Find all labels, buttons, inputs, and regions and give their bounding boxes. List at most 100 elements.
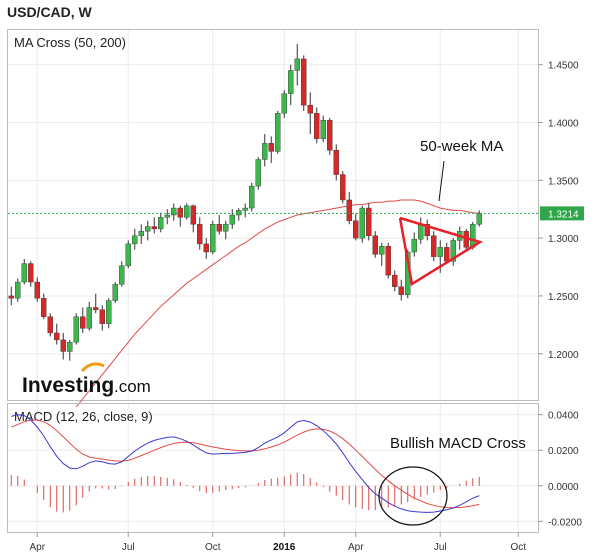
candle-body bbox=[301, 58, 307, 106]
candle-body bbox=[392, 274, 398, 287]
candle-body bbox=[242, 207, 248, 211]
candle bbox=[431, 231, 437, 262]
macd-panel-title: MACD (12, 26, close, 9) bbox=[14, 409, 153, 424]
candle bbox=[41, 293, 47, 320]
candle bbox=[281, 90, 287, 118]
candle-body bbox=[359, 207, 365, 239]
candle-body bbox=[366, 207, 372, 237]
macd-tick-label: -0.0200 bbox=[548, 517, 582, 528]
candle-body bbox=[255, 159, 261, 187]
svg-text:Investing: Investing bbox=[22, 374, 114, 397]
candle-body bbox=[398, 286, 404, 295]
candle bbox=[333, 144, 339, 181]
candle-body bbox=[450, 240, 456, 262]
svg-text:.com: .com bbox=[114, 377, 151, 396]
candle-body bbox=[210, 224, 216, 253]
candle bbox=[171, 203, 177, 221]
candle bbox=[125, 240, 131, 269]
candle-body bbox=[15, 281, 21, 299]
candle-body bbox=[60, 339, 66, 352]
candle-body bbox=[346, 199, 352, 221]
candle bbox=[15, 278, 21, 302]
candle bbox=[398, 279, 404, 301]
candle-body bbox=[418, 224, 424, 240]
candle bbox=[457, 226, 463, 250]
candle bbox=[67, 339, 73, 361]
candle-body bbox=[372, 235, 378, 255]
candle-body bbox=[80, 316, 86, 329]
candle-body bbox=[41, 298, 47, 317]
candle bbox=[353, 213, 359, 241]
candle-body bbox=[28, 263, 34, 283]
price-panel-title: MA Cross (50, 200) bbox=[14, 35, 126, 50]
price-tick-label: 1.3000 bbox=[548, 234, 579, 245]
candle-body bbox=[21, 263, 27, 283]
macd-panel-frame bbox=[7, 403, 539, 533]
candle bbox=[99, 305, 105, 331]
candle-body bbox=[151, 226, 157, 230]
time-tick-label: Oct bbox=[510, 542, 526, 553]
time-axis-ticks: Apr Jul Oct 2016 Apr Jul Oct bbox=[29, 532, 526, 553]
candle-body bbox=[67, 341, 73, 352]
macd-line bbox=[11, 414, 480, 513]
time-tick-label: Oct bbox=[205, 542, 221, 553]
candle-body bbox=[307, 104, 313, 114]
time-tick-label: Apr bbox=[29, 542, 45, 553]
candle bbox=[340, 171, 346, 204]
candle bbox=[385, 242, 391, 279]
candle-body bbox=[54, 332, 60, 341]
candle bbox=[229, 209, 235, 229]
candle-body bbox=[86, 307, 92, 329]
candle bbox=[223, 220, 229, 240]
candle bbox=[158, 212, 164, 233]
candle-body bbox=[119, 265, 125, 285]
price-panel-frame bbox=[7, 29, 539, 401]
candle bbox=[424, 219, 430, 241]
ma-50-layer bbox=[75, 199, 480, 408]
candle bbox=[164, 209, 170, 225]
price-tick-label: 1.4500 bbox=[548, 61, 579, 72]
candle-body bbox=[476, 213, 482, 225]
candle-body bbox=[444, 247, 450, 262]
macd-lines bbox=[11, 414, 480, 513]
candle bbox=[236, 208, 242, 221]
candle-body bbox=[288, 70, 294, 94]
candle-body bbox=[145, 226, 151, 232]
candle-body bbox=[327, 119, 333, 151]
candle bbox=[197, 217, 203, 250]
candle bbox=[93, 293, 99, 314]
svg-text:1.3214: 1.3214 bbox=[548, 209, 579, 220]
candle bbox=[8, 286, 14, 306]
candle bbox=[418, 217, 424, 244]
candle-body bbox=[184, 205, 190, 218]
candle-body bbox=[47, 316, 53, 334]
ma-annotation-pointer bbox=[438, 160, 445, 202]
candle-body bbox=[424, 224, 430, 237]
candle-body bbox=[73, 316, 79, 343]
candle bbox=[366, 203, 372, 241]
candle-body bbox=[112, 284, 118, 301]
price-tick-label: 1.2500 bbox=[548, 292, 579, 303]
price-tick-label: 1.4000 bbox=[548, 119, 579, 130]
candle bbox=[288, 64, 294, 106]
macd-axis-ticks: -0.0200 0.0000 0.0200 0.0400 bbox=[538, 411, 582, 528]
candle-body bbox=[320, 119, 326, 139]
candle-body bbox=[203, 243, 209, 253]
candle bbox=[307, 92, 313, 135]
candle-body bbox=[106, 300, 112, 324]
candle bbox=[190, 204, 196, 233]
candle-body bbox=[385, 246, 391, 276]
time-tick-label: Jul bbox=[122, 542, 135, 553]
candle-body bbox=[470, 224, 476, 248]
investing-logo: Investing .com bbox=[22, 362, 151, 397]
candle-body bbox=[223, 224, 229, 232]
candle-body bbox=[99, 309, 105, 324]
candle bbox=[119, 261, 125, 287]
candle bbox=[151, 217, 157, 234]
candle bbox=[21, 258, 27, 285]
candle-body bbox=[197, 224, 203, 245]
macd-tick-label: 0.0400 bbox=[548, 411, 579, 422]
candle bbox=[184, 203, 190, 220]
candle bbox=[106, 298, 112, 329]
candle-body bbox=[158, 217, 164, 230]
